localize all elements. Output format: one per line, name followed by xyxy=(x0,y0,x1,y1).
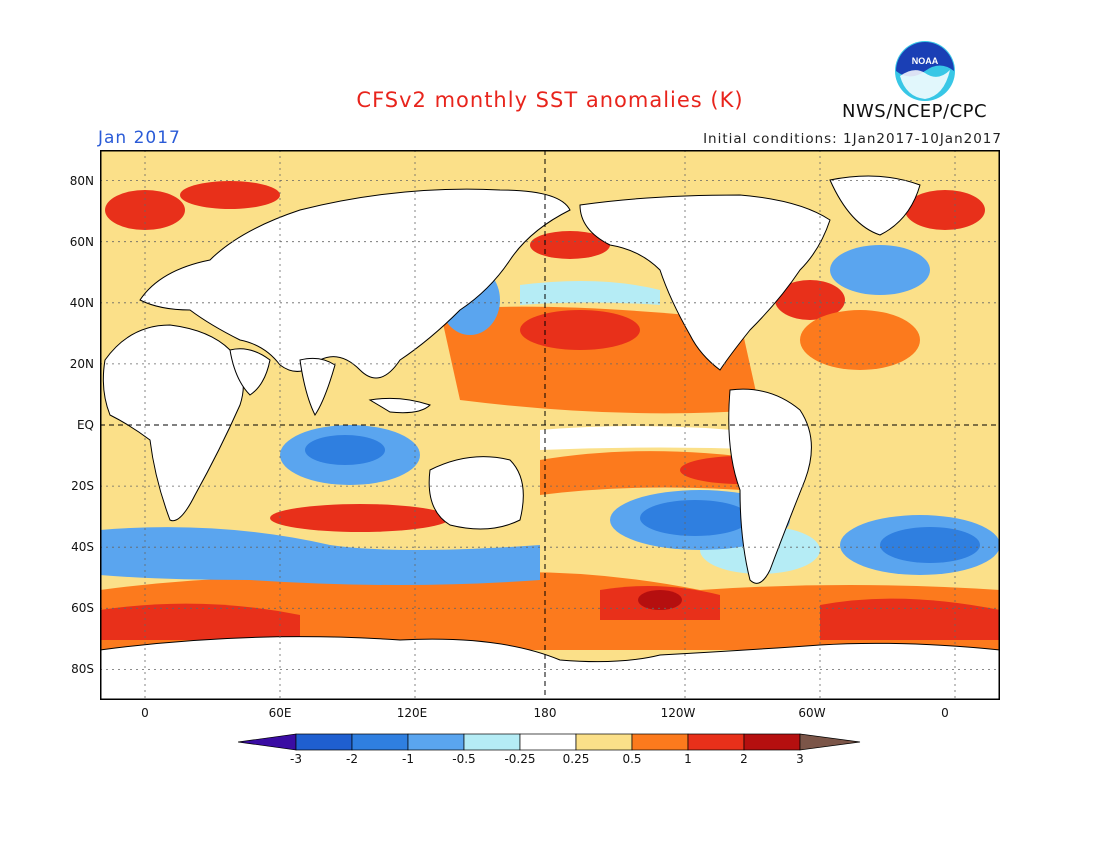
graticule xyxy=(100,150,1000,700)
anomaly-atlantic-warm xyxy=(775,280,845,320)
lat-label: 80S xyxy=(71,662,94,676)
colorbar-label: 0.5 xyxy=(622,752,642,766)
initial-conditions: Initial conditions: 1Jan2017-10Jan2017 xyxy=(703,131,1002,147)
lon-label: 120E xyxy=(396,706,428,720)
anomaly-arctic-warm xyxy=(180,181,280,209)
lon-label: 60E xyxy=(268,706,292,720)
anomaly-indian-cold xyxy=(305,435,385,465)
anomaly-equatorial-cold xyxy=(540,426,780,450)
map-title: CFSv2 monthly SST anomalies (K) xyxy=(356,88,744,112)
colorbar-bin xyxy=(631,733,689,751)
forecast-month: Jan 2017 xyxy=(98,128,181,148)
land-eurasia xyxy=(139,188,571,379)
land-india xyxy=(299,357,336,416)
anomaly-atlantic-cold xyxy=(830,245,930,295)
lat-label: 20S xyxy=(71,479,94,493)
colorbar-bin xyxy=(463,733,521,751)
colorbar-bin xyxy=(687,733,745,751)
lon-label: 60W xyxy=(798,706,826,720)
sst-anomaly-map xyxy=(100,150,1000,700)
land-south-america xyxy=(728,388,812,584)
anomaly-pacific-cold xyxy=(640,500,750,536)
anomaly-southern-cold xyxy=(100,527,540,585)
lat-label: 40N xyxy=(69,296,94,310)
colorbar-label: 2 xyxy=(740,752,748,766)
colorbar-label: 3 xyxy=(796,752,804,766)
colorbar-label: -3 xyxy=(290,752,302,766)
colorbar-bin xyxy=(799,733,861,751)
land-north-america xyxy=(579,194,831,371)
land-antarctica xyxy=(100,636,1000,700)
lat-label: 60N xyxy=(69,235,94,249)
anomaly-bering-warm xyxy=(530,231,610,259)
reference-lines xyxy=(100,150,1000,700)
lon-label: 120W xyxy=(660,706,696,720)
map-frame xyxy=(100,150,1000,700)
colorbar xyxy=(238,733,861,751)
colorbar-label: 1 xyxy=(684,752,692,766)
anomaly-north-pacific-cold xyxy=(520,281,660,305)
colorbar-bin xyxy=(238,733,297,751)
lon-label: 0 xyxy=(141,706,149,720)
noaa-logo-text: NOAA xyxy=(912,56,939,66)
anomaly-southern-warm xyxy=(100,572,1000,650)
land xyxy=(100,175,1000,700)
lon-label: 0 xyxy=(941,706,949,720)
anomaly-southern-cold xyxy=(880,527,980,563)
colorbar-label: 0.25 xyxy=(562,752,590,766)
land-arabia xyxy=(229,348,271,396)
lat-label: 40S xyxy=(71,540,94,554)
colorbar-label: -1 xyxy=(402,752,414,766)
land-australia xyxy=(428,456,524,530)
anomaly-atlantic-warm xyxy=(800,310,920,370)
colorbar-bin xyxy=(519,733,577,751)
anomaly-southern-strong xyxy=(100,603,300,640)
lon-label: 180 xyxy=(533,706,557,720)
colorbar-label: -0.25 xyxy=(504,752,536,766)
colorbar-label: -2 xyxy=(346,752,358,766)
anomaly-core xyxy=(638,590,682,610)
agency-label: NWS/NCEP/CPC xyxy=(842,101,988,122)
colorbar-bin xyxy=(351,733,409,751)
lat-label: 80N xyxy=(69,174,94,188)
anomaly-north-pacific-strong xyxy=(520,310,640,350)
anomaly-arctic-warm xyxy=(905,190,985,230)
colorbar-bin xyxy=(575,733,633,751)
lat-label: EQ xyxy=(76,418,94,432)
colorbar-bin xyxy=(295,733,353,751)
colorbar-bin xyxy=(743,733,801,751)
anomaly-north-pacific-warm xyxy=(440,306,760,414)
noaa-logo: NOAA xyxy=(895,41,955,101)
land-greenland xyxy=(829,175,921,236)
colorbar-bin xyxy=(407,733,465,751)
lat-label: 20N xyxy=(69,357,94,371)
colorbar-label: -0.5 xyxy=(452,752,476,766)
anomaly-indian-warm xyxy=(270,504,450,532)
anomaly-southern-strong xyxy=(820,598,1000,640)
lat-label: 60S xyxy=(71,601,94,615)
